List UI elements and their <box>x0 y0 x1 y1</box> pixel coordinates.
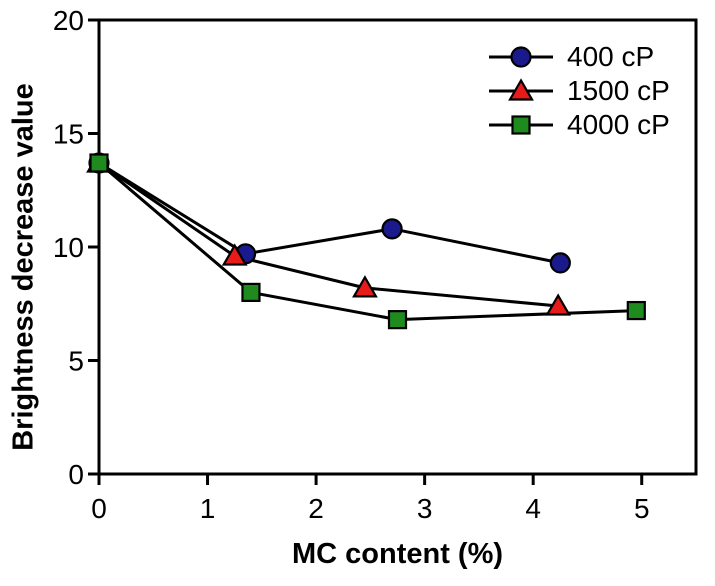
series-line-1500-cp <box>98 161 559 308</box>
y-tick-label: 20 <box>53 5 84 36</box>
triangle-marker <box>508 78 534 101</box>
square-marker <box>387 310 408 330</box>
legend-swatch-square-icon <box>489 115 553 135</box>
legend-swatch-triangle-icon <box>489 78 553 101</box>
square-marker <box>89 153 109 173</box>
triangle-marker <box>221 243 248 266</box>
x-axis-title: MC content (%) <box>291 538 504 570</box>
series-line-400-cp <box>98 161 561 265</box>
legend-swatch-circle-icon <box>489 46 553 68</box>
triangle-marker <box>545 293 572 316</box>
x-tick-label: 1 <box>200 493 216 524</box>
square-marker <box>511 115 531 135</box>
legend-label: 1500 cP <box>567 75 670 106</box>
y-axis-title: Brightness decrease value <box>7 83 40 451</box>
square-marker <box>241 282 261 302</box>
circle-marker <box>549 252 571 274</box>
legend-item-1500cp: 1500 cP <box>488 74 670 108</box>
series-line-4000-cp <box>98 161 637 322</box>
triangle-marker <box>352 275 378 298</box>
legend-label: 4000 cP <box>567 109 670 140</box>
x-tick-label: 5 <box>634 493 650 524</box>
legend-item-4000cp: 4000 cP <box>488 108 670 142</box>
legend: 400 cP 1500 cP 4000 cP <box>488 40 670 142</box>
legend-label: 400 cP <box>567 41 655 72</box>
y-tick-label: 0 <box>68 459 84 490</box>
y-tick-label: 15 <box>53 119 84 150</box>
y-tick-label: 10 <box>53 232 84 263</box>
legend-item-400cp: 400 cP <box>488 40 670 74</box>
x-tick-label: 2 <box>308 493 324 524</box>
x-tick-label: 3 <box>417 493 433 524</box>
y-tick-label: 5 <box>68 346 84 377</box>
square-marker <box>626 300 646 321</box>
x-tick-label: 0 <box>91 493 107 524</box>
circle-marker <box>510 46 532 68</box>
circle-marker <box>381 218 403 240</box>
x-tick-label: 4 <box>525 493 541 524</box>
